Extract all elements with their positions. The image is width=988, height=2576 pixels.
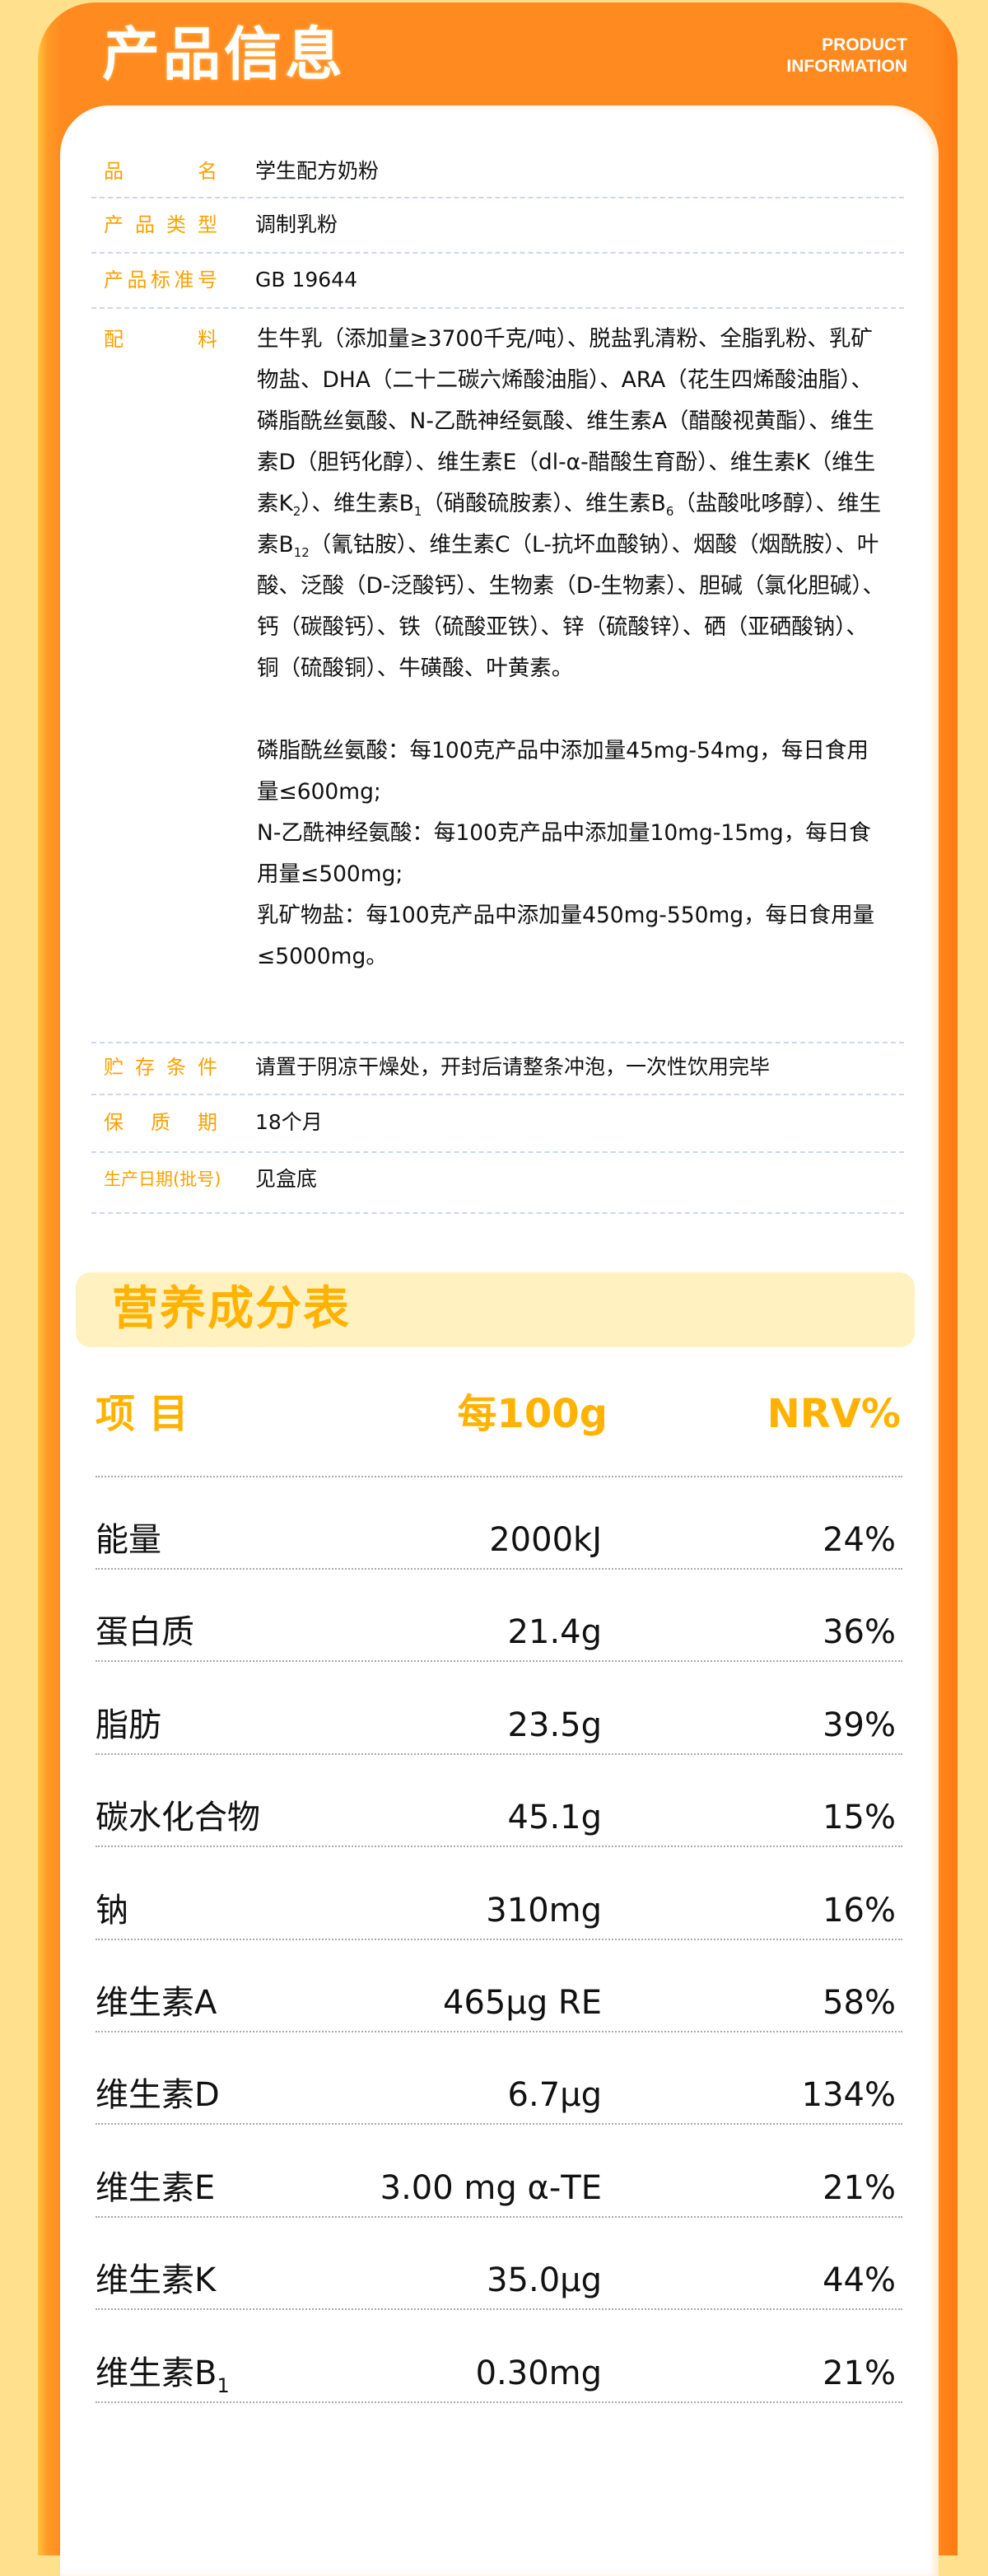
ingredient-note: 磷脂酰丝氨酸：每100克产品中添加量45mg-54mg，每日食用量≤600mg;: [257, 738, 869, 805]
nutrient-per-100g: 465μg RE: [443, 1984, 602, 2022]
ingredient-note: 乳矿物盐：每100克产品中添加量450mg-550mg，每日食用量≤5000mg…: [257, 903, 875, 969]
header-item: 项 目: [96, 1391, 189, 1437]
nutrient-per-100g: 21.4g: [507, 1613, 602, 1652]
nutrient-nrv: 24%: [823, 1521, 896, 1559]
nutrient-nrv: 36%: [823, 1613, 896, 1652]
nutrition-title: 营养成分表: [112, 1282, 351, 1336]
page-title-english: PRODUCT INFORMATION: [786, 35, 907, 76]
nutrient-nrv: 15%: [823, 1799, 896, 1837]
nutrient-per-100g: 2000kJ: [489, 1521, 602, 1559]
ingredients-list: 生牛乳（添加量≥3700千克/吨）、脱盐乳清粉、全脂乳粉、乳矿物盐、DHA（二十…: [257, 326, 885, 681]
nutrient-per-100g: 3.00 mg α-TE: [380, 2168, 602, 2207]
info-value: 学生配方奶粉: [255, 159, 380, 183]
nutrition-row: 维生素A 465μg RE 58%: [96, 1940, 902, 2032]
nutrient-nrv: 44%: [823, 2261, 896, 2300]
nutrition-table-header: 项 目 每100g NRV%: [96, 1384, 902, 1477]
nutrition-row: 蛋白质 21.4g 36%: [96, 1570, 902, 1663]
info-label: 贮存条件: [104, 1056, 217, 1079]
header-per-100g: 每100g: [457, 1391, 608, 1437]
nutrient-per-100g: 35.0μg: [487, 2261, 602, 2300]
nutrient-nrv: 39%: [823, 1706, 896, 1744]
nutrition-row: 维生素K 35.0μg 44%: [96, 2218, 902, 2311]
info-row-ingredients: 配料: [91, 309, 904, 1043]
nutrient-per-100g: 0.30mg: [475, 2354, 602, 2392]
nutrition-row: 维生素B1 0.30mg 21%: [96, 2311, 902, 2403]
info-row-production-date: 生产日期(批号) 见盒底: [91, 1153, 904, 1214]
nutrition-row: 钠 310mg 16%: [96, 1848, 902, 1940]
nutrient-name: 维生素A: [96, 1984, 217, 2022]
ingredient-note: N-乙酰神经氨酸：每100克产品中添加量10mg-15mg，每日食用量≤500m…: [257, 820, 871, 887]
nutrition-row: 脂肪 23.5g 39%: [96, 1663, 902, 1755]
nutrient-nrv: 21%: [823, 2354, 896, 2392]
nutrient-nrv: 134%: [801, 2076, 896, 2115]
nutrient-name: 碳水化合物: [96, 1799, 260, 1837]
info-row-type: 产品类型 调制乳粉: [91, 198, 904, 254]
nutrition-row: 维生素E 3.00 mg α-TE 21%: [96, 2126, 902, 2218]
info-label: 生产日期(批号): [104, 1169, 221, 1189]
info-value: 请置于阴凉干燥处，开封后请整条冲泡，一次性饮用完毕: [255, 1055, 771, 1079]
info-value: 调制乳粉: [255, 212, 338, 236]
nutrient-name: 维生素B1: [96, 2354, 230, 2397]
nutrient-name: 蛋白质: [96, 1613, 194, 1652]
header-nrv: NRV%: [767, 1391, 901, 1437]
info-label: 产品标准号: [104, 268, 217, 292]
info-row-standard: 产品标准号 GB 19644: [91, 254, 904, 309]
nutrient-nrv: 16%: [823, 1891, 896, 1930]
page-title: 产品信息: [102, 21, 346, 88]
nutrient-name: 钠: [96, 1891, 128, 1930]
info-label: 配料: [104, 328, 217, 351]
nutrient-name: 能量: [96, 1521, 161, 1559]
nutrient-name: 维生素D: [96, 2076, 220, 2115]
nutrition-row: 碳水化合物 45.1g 15%: [96, 1755, 902, 1848]
info-label: 产品类型: [104, 213, 217, 236]
nutrition-title-bar: 营养成分表: [76, 1272, 915, 1347]
nutrient-name: 脂肪: [96, 1706, 161, 1744]
info-row-name: 品名 学生配方奶粉: [91, 148, 904, 198]
info-label: 保质期: [104, 1111, 217, 1134]
info-row-storage: 贮存条件 请置于阴凉干燥处，开封后请整条冲泡，一次性饮用完毕: [91, 1043, 904, 1095]
nutrient-name: 维生素E: [96, 2168, 216, 2207]
ingredients-text: 生牛乳（添加量≥3700千克/吨）、脱盐乳清粉、全脂乳粉、乳矿物盐、DHA（二十…: [257, 319, 887, 978]
nutrient-per-100g: 45.1g: [507, 1799, 602, 1837]
nutrition-row: 维生素D 6.7μg 134%: [96, 2032, 902, 2126]
nutrient-nrv: 58%: [823, 1984, 896, 2022]
nutrient-nrv: 21%: [823, 2168, 896, 2207]
nutrition-row: 能量 2000kJ 24%: [96, 1477, 902, 1570]
nutrient-per-100g: 6.7μg: [507, 2076, 602, 2115]
info-value: 见盒底: [255, 1167, 318, 1191]
nutrient-name: 维生素K: [96, 2261, 217, 2300]
info-value: 18个月: [255, 1110, 323, 1134]
info-row-shelf-life: 保质期 18个月: [91, 1095, 904, 1153]
nutrient-per-100g: 310mg: [486, 1891, 602, 1930]
info-label: 品名: [104, 160, 217, 183]
info-value: GB 19644: [255, 268, 357, 292]
nutrient-per-100g: 23.5g: [507, 1706, 602, 1744]
